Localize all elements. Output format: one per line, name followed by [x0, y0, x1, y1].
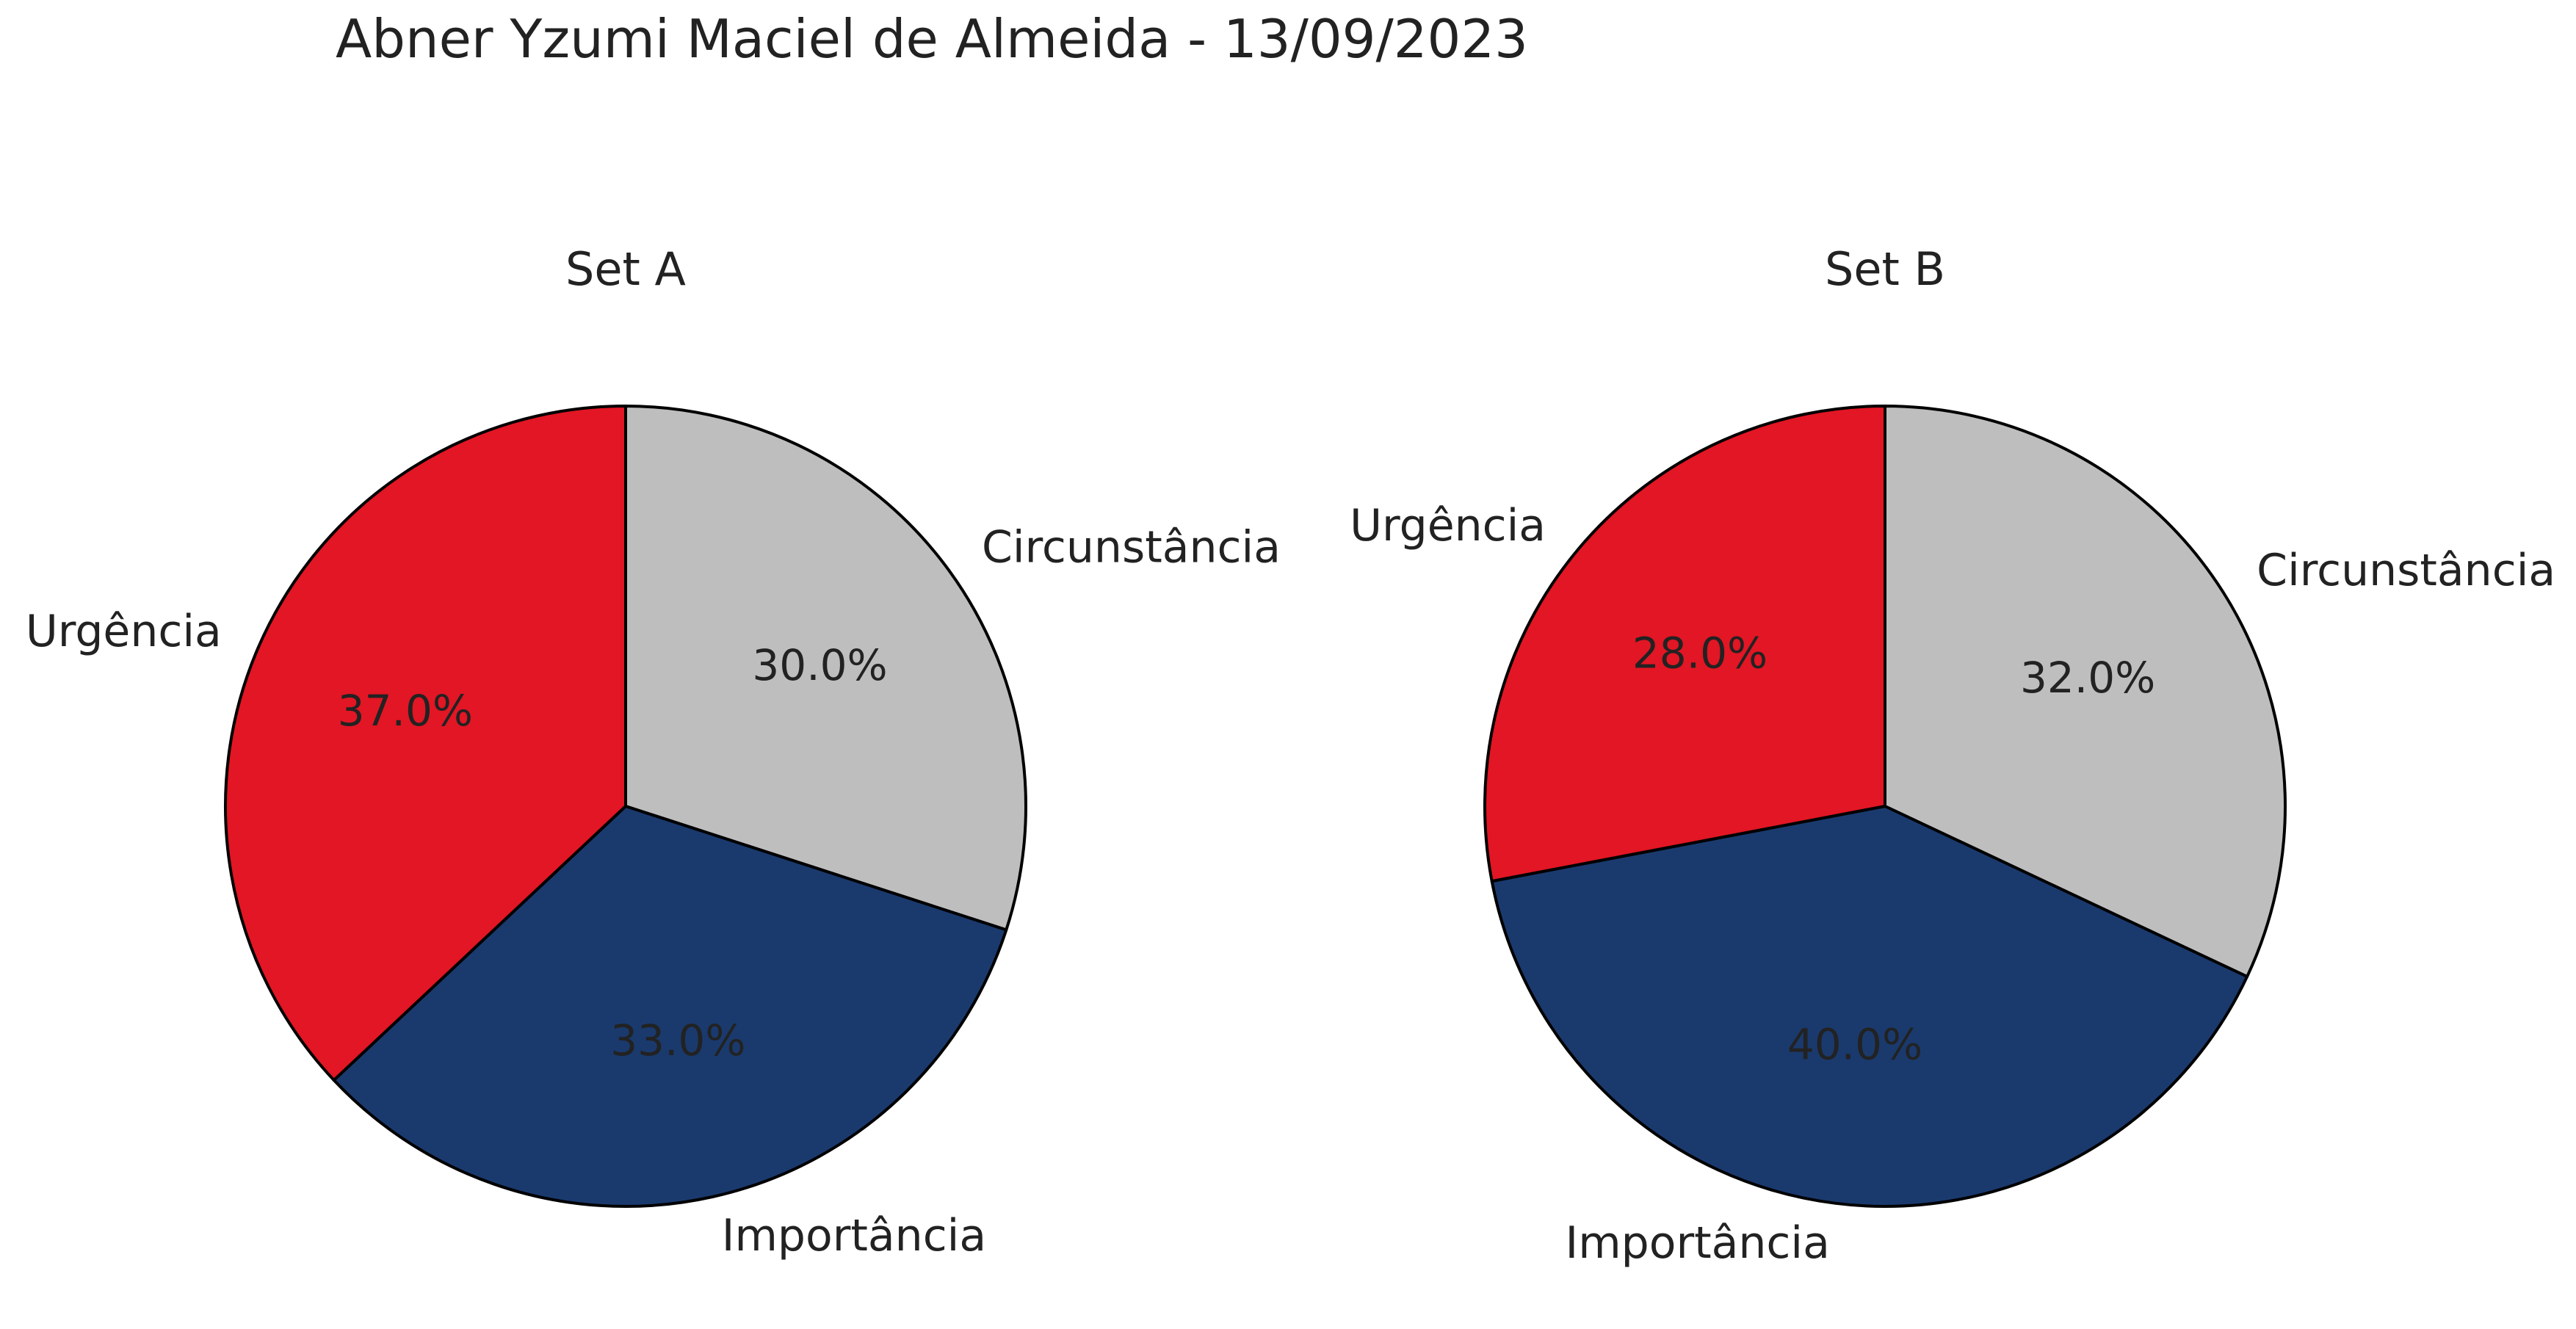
- pie-slice-circunstancia-set-b: [1884, 405, 2287, 979]
- slice-label-urgencia-set-b: Urgência: [1350, 500, 1546, 551]
- slice-label-importancia-set-a: Importância: [722, 1210, 986, 1261]
- pct-label-urgencia-set-b: 28.0%: [1632, 629, 1768, 678]
- slice-label-urgencia-set-a: Urgência: [26, 606, 222, 657]
- pie-title-set-a: Set A: [565, 242, 686, 296]
- pct-label-importancia-set-b: 40.0%: [1787, 1019, 1922, 1069]
- pie-labels-set-b: 32.0% Circunstância 40.0% Importância 28.0% U…: [1350, 500, 2555, 1269]
- pie-chart-set-a: Set A 30.0% Circunstância 33.0% Importância…: [26, 242, 1281, 1261]
- figure-suptitle: Abner Yzumi Maciel de Almeida - 13/09/20…: [336, 8, 1528, 70]
- slice-label-circunstancia-set-b: Circunstância: [2257, 545, 2555, 596]
- pct-label-circunstancia-set-b: 32.0%: [2020, 653, 2155, 703]
- pct-label-importancia-set-a: 33.0%: [610, 1015, 745, 1065]
- pie-slices-set-a: [224, 405, 1027, 1208]
- pie-slices-set-b: [1483, 405, 2287, 1209]
- pct-label-circunstancia-set-a: 30.0%: [752, 640, 887, 690]
- pie-slice-importancia-set-a: [332, 805, 1008, 1208]
- slice-label-circunstancia-set-a: Circunstância: [982, 522, 1281, 573]
- slice-label-importancia-set-b: Importância: [1566, 1217, 1830, 1269]
- pie-slice-circunstancia-set-a: [624, 405, 1027, 932]
- pie-chart-set-b: Set B 32.0% Circunstância 40.0% Importância…: [1350, 242, 2555, 1269]
- pct-label-urgencia-set-a: 37.0%: [338, 686, 473, 736]
- pie-slice-importancia-set-b: [1490, 805, 2249, 1209]
- pie-slice-urgencia-set-a: [224, 405, 627, 1082]
- pie-title-set-b: Set B: [1825, 242, 1945, 296]
- pie-labels-set-a: 30.0% Circunstância 33.0% Importância 37.0% U…: [26, 522, 1281, 1261]
- pie-slice-urgencia-set-b: [1483, 405, 1886, 883]
